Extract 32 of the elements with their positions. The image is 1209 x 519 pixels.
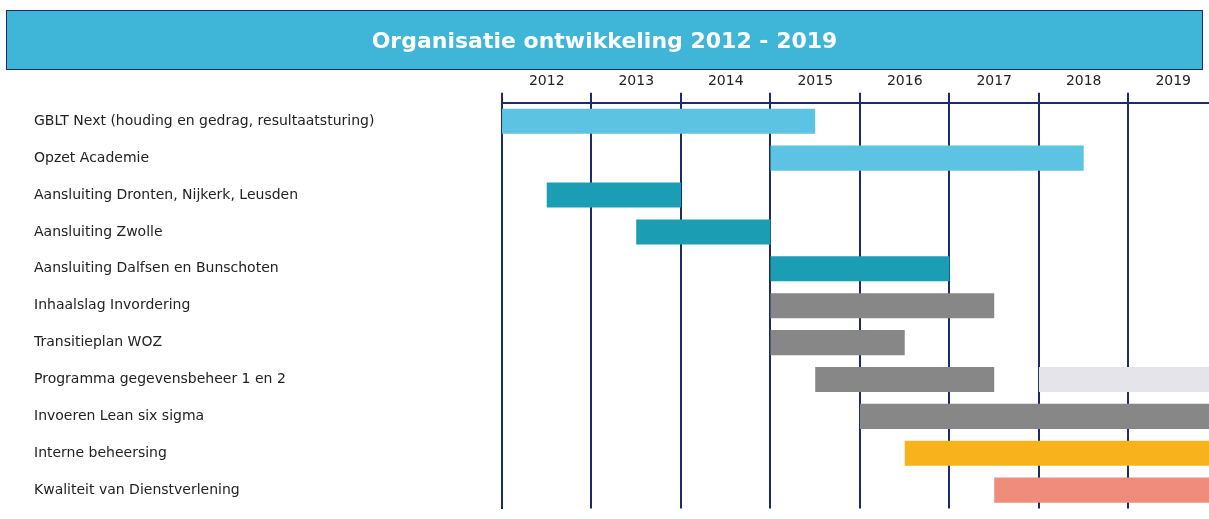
y-tick-label: Opzet Academie: [34, 148, 150, 165]
x-tick-label: 2014: [707, 72, 744, 89]
x-tick-label: 2018: [1065, 72, 1102, 89]
bar: [770, 145, 1084, 171]
bar: [859, 403, 1209, 429]
y-tick-label: Invoeren Lean six sigma: [34, 407, 205, 424]
bar: [994, 477, 1209, 503]
x-tick-label: 2017: [976, 72, 1013, 89]
y-tick-label: Aansluiting Dalfsen en Bunschoten: [34, 259, 279, 276]
bar: [1038, 366, 1209, 393]
bar: [770, 330, 905, 356]
bar: [770, 256, 950, 282]
y-tick-label: Aansluiting Zwolle: [34, 222, 163, 239]
y-tick-label: Programma gegevensbeheer 1 en 2: [34, 370, 286, 387]
bar: [815, 366, 995, 393]
x-tick-label: 2012: [528, 72, 565, 89]
bar: [770, 293, 995, 319]
y-tick-label: Interne beheersing: [34, 443, 167, 460]
x-tick-label: 2019: [1155, 72, 1192, 89]
x-tick-label: 2015: [797, 72, 834, 89]
y-tick-label: GBLT Next (houding en gedrag, resultaatsturing): [34, 111, 375, 128]
bar: [904, 440, 1209, 466]
x-tick-label: 2016: [886, 72, 923, 89]
bar: [546, 182, 681, 208]
y-tick-label: Kwaliteit van Dienstverlening: [34, 480, 240, 497]
x-tick-label: 2013: [618, 72, 655, 89]
bar: [502, 108, 816, 134]
chart-title: Organisatie ontwikkeling 2012 - 2019: [6, 10, 1203, 70]
y-tick-label: Inhaalslag Invordering: [34, 296, 191, 313]
bar: [636, 219, 771, 245]
y-tick-label: Aansluiting Dronten, Nijkerk, Leusden: [34, 185, 299, 202]
y-tick-label: Transitieplan WOZ: [33, 333, 163, 350]
